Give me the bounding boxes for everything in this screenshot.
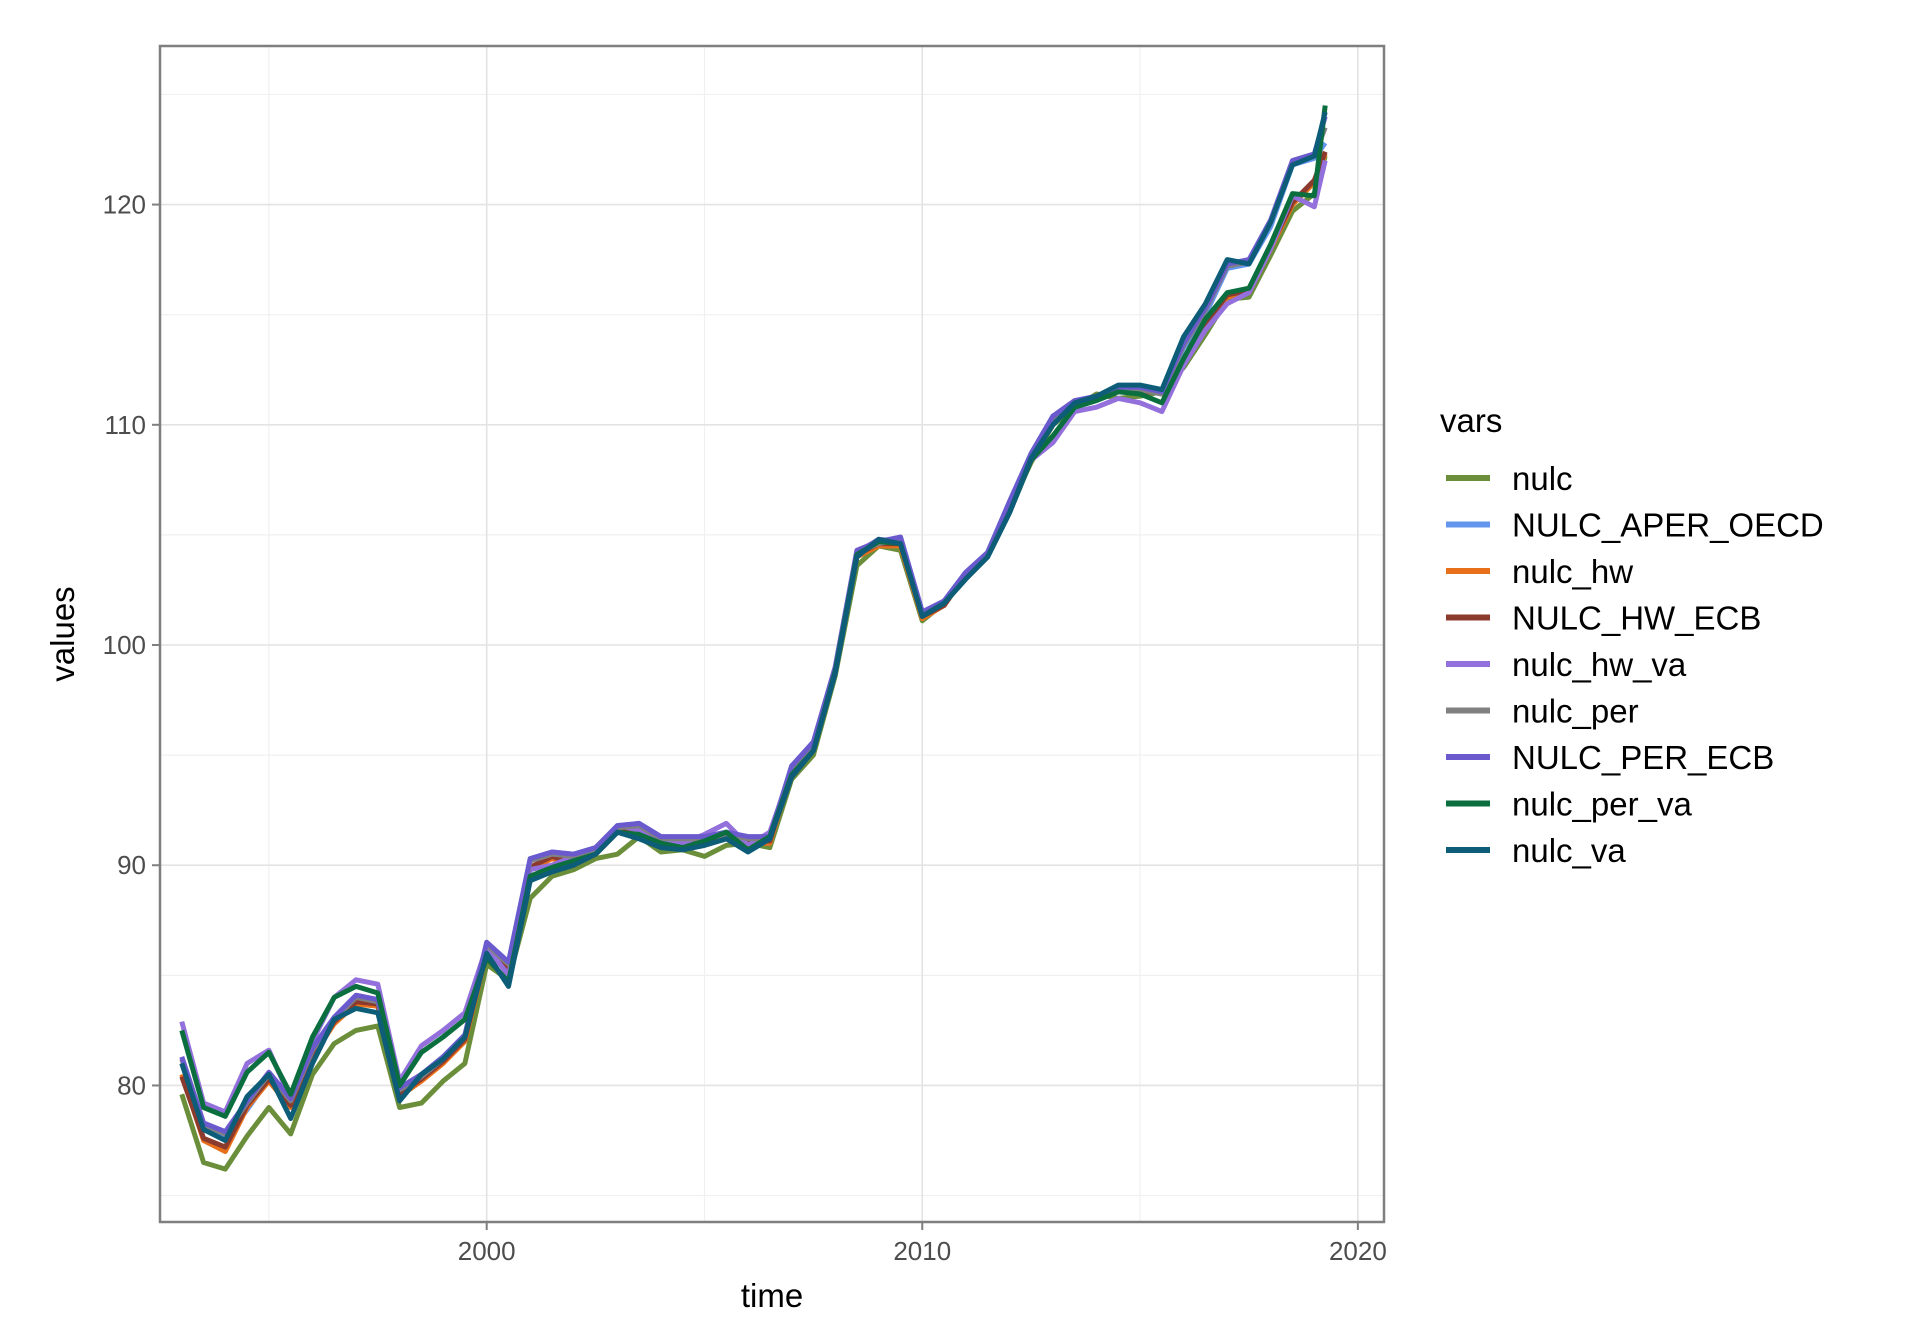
plot-border [158,44,1386,1224]
legend-item: NULC_HW_ECB [1446,600,1761,637]
legend-item: nulc_per_va [1446,786,1692,823]
plot-area [158,44,1386,1224]
gridlines [160,46,1384,1222]
legend-item: NULC_APER_OECD [1446,507,1824,544]
x-tick-label: 2000 [458,1236,516,1266]
legend-item: nulc_per [1446,693,1639,730]
y-tick-label: 100 [103,630,146,660]
plot-panel [160,46,1384,1222]
legend-item: NULC_PER_ECB [1446,739,1774,776]
series-line-nulc-va [179,111,1328,1143]
y-axis-title: values [44,586,81,681]
legend-label: nulc_per_va [1512,786,1692,823]
legend-label: nulc_va [1512,832,1626,869]
legend-label: nulc_per [1512,693,1639,730]
x-tick-label: 2020 [1329,1236,1387,1266]
legend-item: nulc_hw_va [1446,646,1687,683]
y-tick-label: 120 [103,190,146,220]
x-axis-title: time [741,1277,803,1314]
legend-label: NULC_APER_OECD [1512,507,1824,544]
y-tick-label: 80 [117,1070,146,1100]
legend-item: nulc_hw [1446,553,1633,590]
legend-label: nulc [1512,460,1573,497]
legend-label: nulc_hw_va [1512,646,1687,683]
y-axis: 80 90 100 110 120 [103,190,160,1100]
legend-label: NULC_HW_ECB [1512,600,1761,637]
x-tick-label: 2010 [893,1236,951,1266]
series-layer [179,105,1328,1172]
legend-title: vars [1440,402,1502,439]
legend-label: nulc_hw [1512,553,1633,590]
y-tick-label: 90 [117,850,146,880]
legend: vars nulc NULC_APER_OECD nulc_hw NULC_HW_EC… [1440,402,1824,869]
legend-item: nulc_va [1446,832,1626,869]
legend-item: nulc [1446,460,1573,497]
legend-label: NULC_PER_ECB [1512,739,1774,776]
x-axis: 2000 2010 2020 [458,1222,1387,1266]
y-tick-label: 110 [105,410,146,440]
